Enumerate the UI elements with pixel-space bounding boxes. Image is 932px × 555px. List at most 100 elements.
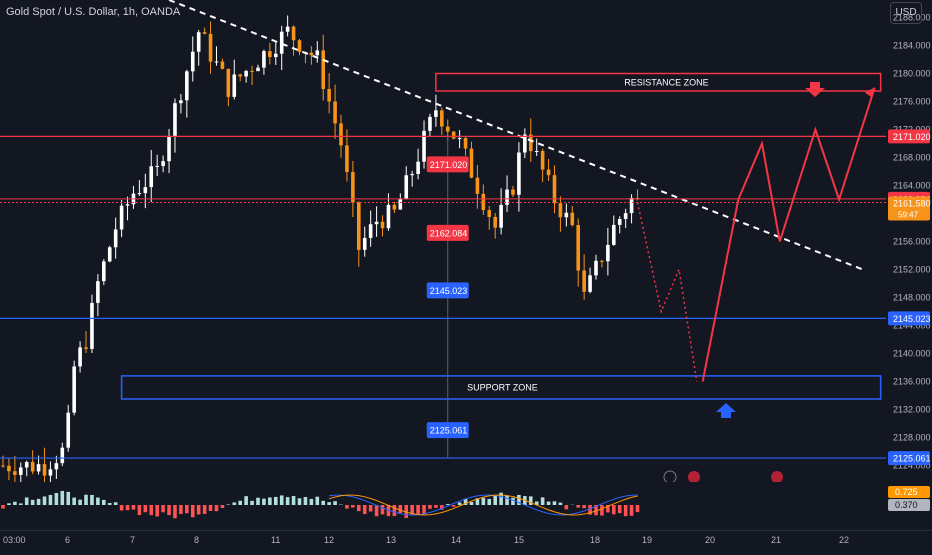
y-tick-label: 2168.000	[893, 153, 931, 163]
macd-histogram-bar	[381, 505, 385, 514]
macd-histogram-bar	[618, 505, 622, 513]
x-tick-label: 7	[130, 535, 135, 545]
candle-body	[565, 213, 569, 218]
x-tick-label: 22	[839, 535, 849, 545]
candle-body	[227, 69, 231, 97]
candle-body	[452, 132, 456, 139]
symbol-title: Gold Spot / U.S. Dollar, 1h, OANDA	[6, 6, 180, 18]
macd-histogram-bar	[203, 505, 207, 514]
candle-body	[339, 123, 343, 145]
y-tick-label: 2152.000	[893, 265, 931, 275]
candle-body	[49, 469, 53, 475]
x-tick-label: 21	[771, 535, 781, 545]
candle-body	[256, 68, 260, 72]
candle-body	[161, 161, 165, 166]
candle-body	[274, 54, 278, 57]
macd-histogram-bar	[114, 502, 118, 505]
x-tick-label: 12	[324, 535, 334, 545]
y-tick-label: 2176.000	[893, 97, 931, 107]
x-tick-label: 03:00	[3, 535, 26, 545]
currency-button[interactable]: USD	[890, 2, 922, 24]
macd-histogram-bar	[446, 504, 450, 505]
macd-histogram-bar	[238, 501, 242, 505]
macd-histogram-bar	[274, 497, 278, 505]
x-tick-label: 18	[590, 535, 600, 545]
candle-body	[292, 27, 296, 41]
macd-histogram-bar	[191, 505, 195, 517]
macd-histogram-bar	[244, 496, 248, 505]
macd-histogram-bar	[7, 503, 11, 505]
macd-histogram-bar	[31, 500, 35, 505]
macd-histogram-bar	[286, 497, 290, 505]
candle-body	[618, 219, 622, 225]
candle-body	[167, 136, 171, 161]
candle-body	[280, 32, 284, 54]
macd-histogram-bar	[61, 491, 65, 505]
macd-histogram-bar	[541, 497, 545, 505]
macd-histogram-bar	[428, 505, 432, 509]
us-flag-icon[interactable]	[688, 471, 700, 483]
candle-body	[576, 225, 580, 270]
candle-body	[393, 205, 397, 210]
macd-histogram-bar	[482, 498, 486, 505]
candle-body	[138, 193, 142, 194]
candle-body	[203, 32, 207, 34]
x-tick-label: 6	[65, 535, 70, 545]
macd-histogram-bar	[55, 493, 59, 505]
candle-body	[78, 347, 82, 366]
candle-body	[404, 175, 408, 199]
macd-histogram-bar	[582, 505, 586, 508]
candle-body	[173, 103, 177, 136]
macd-histogram-bar	[149, 505, 153, 515]
candle-body	[464, 138, 468, 148]
us-flag-icon[interactable]	[771, 471, 783, 483]
macd-histogram-bar	[167, 505, 171, 515]
macd-histogram-bar	[126, 505, 130, 510]
macd-histogram-bar	[630, 505, 634, 516]
macd-histogram-bar	[120, 505, 124, 511]
candle-body	[108, 247, 112, 261]
macd-histogram-bar	[553, 501, 557, 505]
macd-histogram-bar	[499, 493, 503, 505]
candle-body	[238, 74, 242, 76]
macd-histogram-bar	[1, 505, 5, 509]
candle-body	[268, 51, 272, 57]
candle-body	[363, 238, 367, 250]
candle-body	[630, 198, 634, 213]
macd-histogram-bar	[280, 495, 284, 505]
macd-histogram-bar	[636, 505, 640, 512]
candle-body	[434, 110, 438, 116]
x-tick-label: 14	[451, 535, 461, 545]
candle-body	[416, 162, 420, 174]
candle-body	[410, 174, 414, 175]
candle-body	[570, 213, 574, 225]
axis-tag-support-text: 2145.023	[893, 314, 931, 324]
candle-body	[476, 178, 480, 194]
candle-body	[559, 203, 563, 217]
macd-histogram-bar	[559, 503, 563, 505]
candle-body	[215, 62, 219, 63]
candle-body	[446, 127, 450, 132]
macd-histogram-bar	[333, 501, 337, 505]
macd-histogram-bar	[511, 498, 515, 505]
macd-histogram-bar	[393, 505, 397, 516]
y-tick-label: 2156.000	[893, 237, 931, 247]
candle-body	[422, 131, 426, 162]
x-tick-label: 13	[386, 535, 396, 545]
macd-histogram-bar	[565, 505, 569, 509]
macd-histogram-bar	[66, 492, 70, 505]
macd-histogram-bar	[351, 505, 355, 508]
macd-histogram-bar	[547, 502, 551, 505]
y-tick-label: 2184.000	[893, 41, 931, 51]
macd-histogram-bar	[327, 502, 331, 505]
macd-histogram-bar	[262, 499, 266, 505]
macd-histogram-bar	[250, 501, 254, 505]
candle-body	[375, 222, 379, 224]
countdown: 59:47	[898, 210, 919, 219]
macd-histogram-bar	[399, 505, 403, 513]
candle-body	[244, 71, 248, 76]
candle-body	[511, 190, 515, 195]
macd-histogram-bar	[310, 499, 314, 505]
